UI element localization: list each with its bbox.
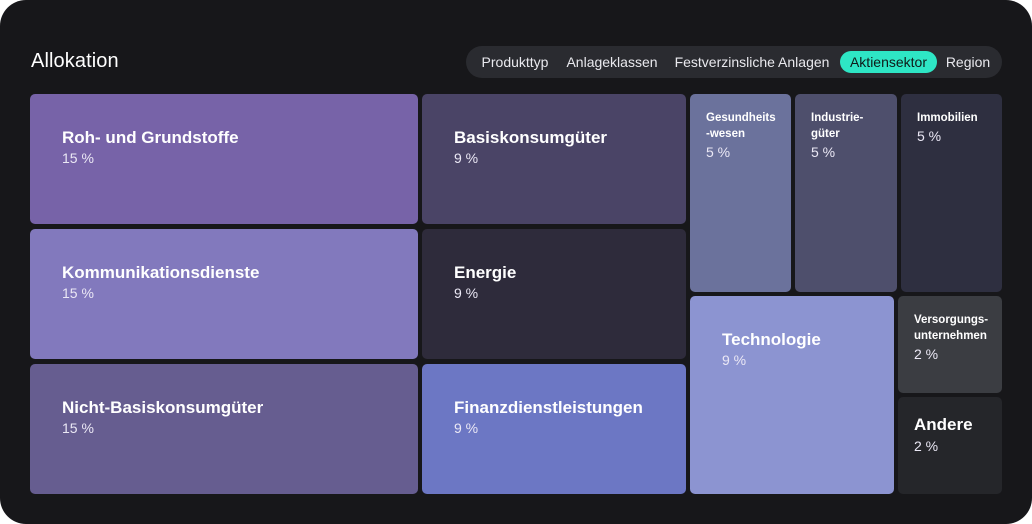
treemap-tile-basiskonsumgueter[interactable]: Basiskonsumgüter 9 % bbox=[422, 94, 686, 224]
tile-label: Andere bbox=[914, 415, 973, 434]
treemap-tile-roh-und-grundstoffe[interactable]: Roh- und Grundstoffe 15 % bbox=[30, 94, 418, 224]
tab-festverzinsliche-anlagen[interactable]: Festverzinsliche Anlagen bbox=[674, 54, 830, 70]
tile-value: 15 % bbox=[62, 285, 94, 302]
tile-label: Technologie bbox=[722, 330, 821, 349]
treemap-tile-kommunikationsdienste[interactable]: Kommunikationsdienste 15 % bbox=[30, 229, 418, 359]
treemap-tile-technologie[interactable]: Technologie 9 % bbox=[690, 296, 894, 494]
tile-label: Kommunikationsdienste bbox=[62, 263, 260, 282]
treemap-tile-energie[interactable]: Energie 9 % bbox=[422, 229, 686, 359]
tile-value: 15 % bbox=[62, 150, 94, 167]
page-title: Allokation bbox=[31, 50, 119, 72]
tile-label: Roh- und Grundstoffe bbox=[62, 128, 239, 147]
treemap-tile-gesundheitswesen[interactable]: Gesundheits -wesen 5 % bbox=[690, 94, 791, 292]
tile-value: 15 % bbox=[62, 420, 94, 437]
tile-label: Versorgungs- unternehmen bbox=[914, 314, 989, 343]
tab-anlageklassen[interactable]: Anlageklassen bbox=[566, 54, 658, 70]
treemap-tile-nicht-basiskonsumgueter[interactable]: Nicht-Basiskonsumgüter 15 % bbox=[30, 364, 418, 494]
tile-label: Industrie- güter bbox=[811, 112, 864, 141]
tab-aktiensektor[interactable]: Aktiensektor bbox=[840, 51, 937, 73]
treemap-tile-finanzdienstleistungen[interactable]: Finanzdienstleistungen 9 % bbox=[422, 364, 686, 494]
tile-value: 9 % bbox=[722, 352, 747, 369]
tile-value: 5 % bbox=[706, 144, 731, 161]
tile-value: 9 % bbox=[454, 420, 479, 437]
tab-region[interactable]: Region bbox=[945, 54, 991, 70]
tile-label: Finanzdienstleistungen bbox=[454, 398, 643, 417]
tile-label: Nicht-Basiskonsumgüter bbox=[62, 398, 264, 417]
tile-label: Basiskonsumgüter bbox=[454, 128, 608, 147]
treemap-tile-andere[interactable]: Andere 2 % bbox=[898, 397, 1002, 494]
tile-value: 5 % bbox=[917, 128, 942, 145]
tile-value: 2 % bbox=[914, 438, 939, 455]
tile-label: Gesundheits -wesen bbox=[706, 112, 776, 141]
treemap-tile-industriegueter[interactable]: Industrie- güter 5 % bbox=[795, 94, 897, 292]
tile-label: Immobilien bbox=[917, 112, 978, 124]
tab-produkttyp[interactable]: Produkttyp bbox=[481, 54, 549, 70]
tile-value: 2 % bbox=[914, 346, 939, 363]
tab-bar: Produkttyp Anlageklassen Festverzinslich… bbox=[466, 46, 1002, 78]
tile-value: 9 % bbox=[454, 150, 479, 167]
tile-value: 5 % bbox=[811, 144, 836, 161]
treemap-tile-versorgungsunternehmen[interactable]: Versorgungs- unternehmen 2 % bbox=[898, 296, 1002, 393]
tile-value: 9 % bbox=[454, 285, 479, 302]
tile-label: Energie bbox=[454, 263, 517, 282]
treemap-tile-immobilien[interactable]: Immobilien 5 % bbox=[901, 94, 1002, 292]
